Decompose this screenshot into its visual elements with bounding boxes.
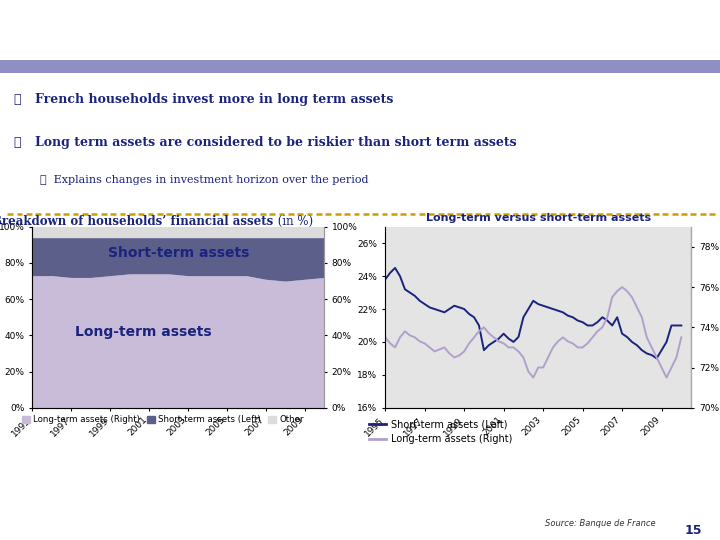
Bar [0, 60, 720, 73]
Text: (in %): (in %) [274, 215, 312, 228]
Text: Short-term assets: Short-term assets [107, 246, 249, 260]
Title: Long-term versus short-term assets: Long-term versus short-term assets [426, 213, 651, 223]
Text: ❖: ❖ [13, 93, 20, 106]
Legend: Long-term assets (Right), Short-term assets (Left), Other: Long-term assets (Right), Short-term ass… [19, 412, 307, 428]
Text: Breakdown of households’ financial assets: Breakdown of households’ financial asset… [0, 215, 274, 228]
Text: 15: 15 [685, 524, 702, 537]
Legend: Short-term assets (Left), Long-term assets (Right): Short-term assets (Left), Long-term asse… [365, 415, 516, 448]
Text: Source: Banque de France: Source: Banque de France [544, 519, 655, 528]
Text: ➤  Explains changes in investment horizon over the period: ➤ Explains changes in investment horizon… [40, 175, 368, 185]
Text: French households invest more in long term assets: French households invest more in long te… [35, 93, 393, 106]
Text: ❖: ❖ [13, 136, 20, 148]
Text: Long-term assets: Long-term assets [75, 325, 212, 339]
Text: Long term assets are considered to be riskier than short term assets: Long term assets are considered to be ri… [35, 136, 516, 148]
Text: 2.3 Investments horizon and financial intermediaries role (1): 2.3 Investments horizon and financial in… [18, 23, 617, 41]
